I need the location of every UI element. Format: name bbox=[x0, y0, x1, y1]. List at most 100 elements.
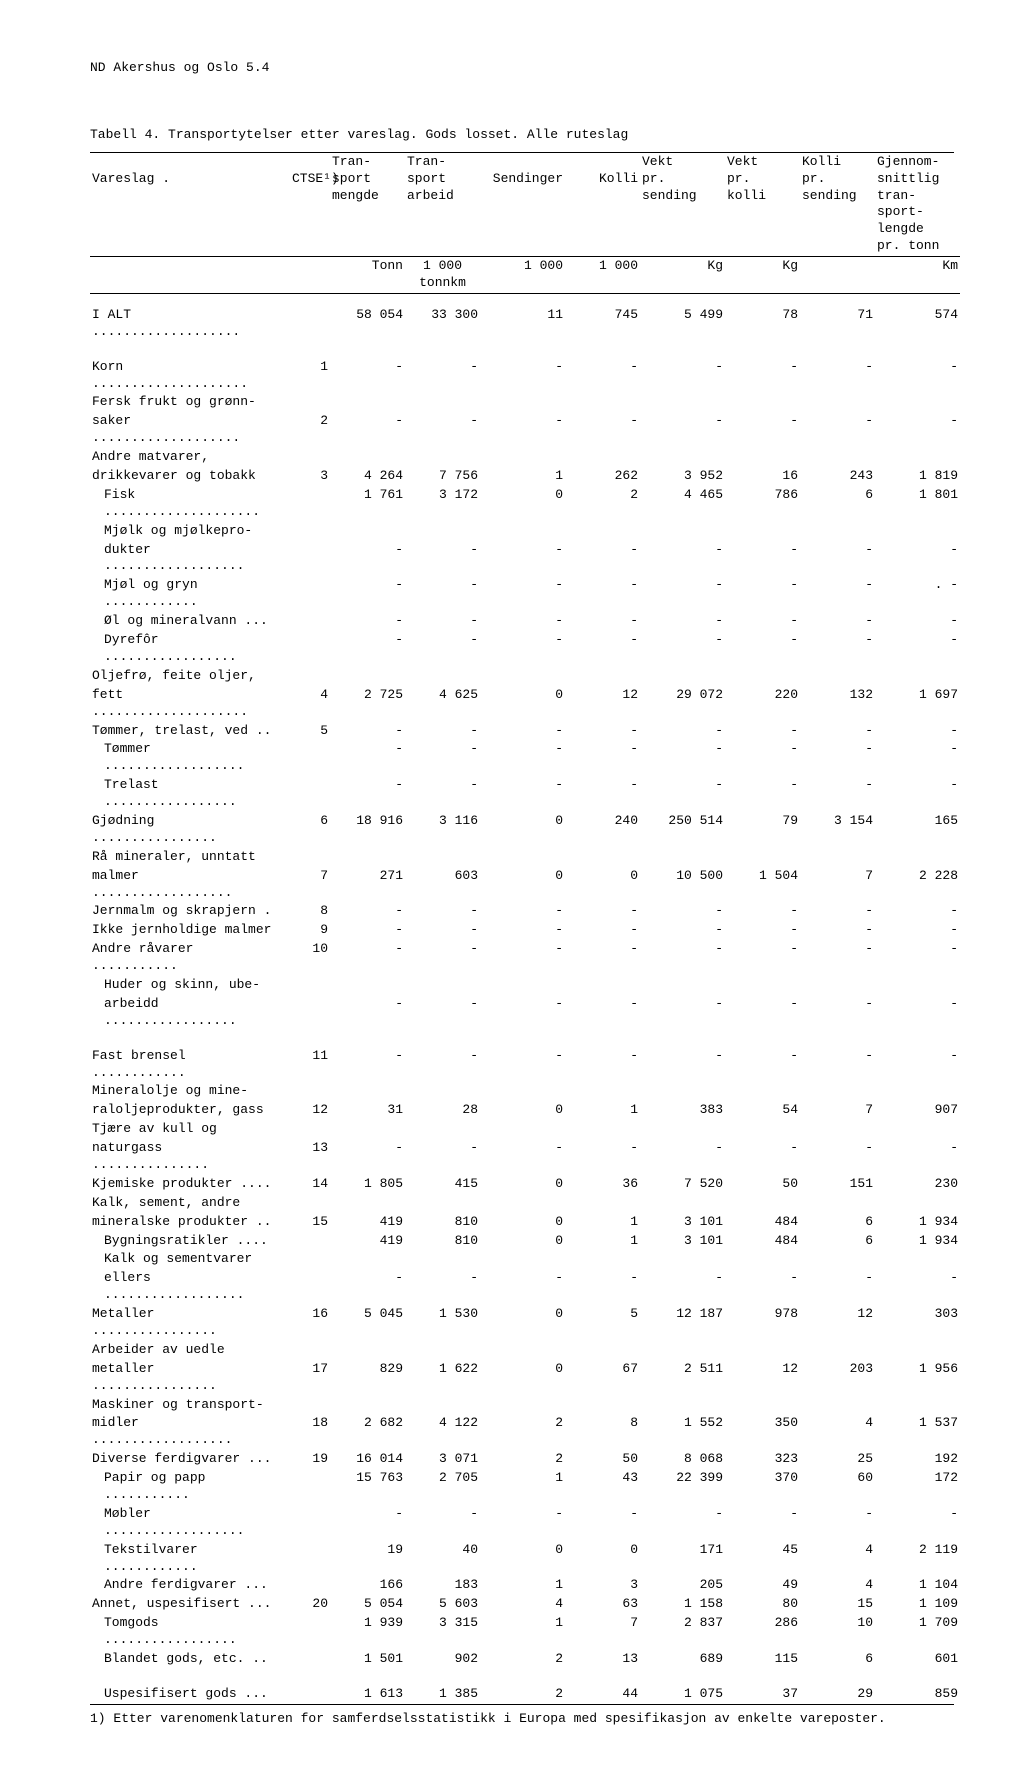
cell: - bbox=[480, 902, 565, 921]
cell: 8 bbox=[290, 902, 330, 921]
unit-blank bbox=[800, 257, 875, 293]
col-kolli-sending: Kollipr.sending bbox=[800, 153, 875, 256]
cell: 243 bbox=[800, 467, 875, 486]
cell: 6 bbox=[800, 486, 875, 522]
cell: 271 bbox=[330, 867, 405, 903]
cell: 44 bbox=[565, 1685, 640, 1704]
cell: 19 bbox=[330, 1541, 405, 1577]
cell: - bbox=[405, 995, 480, 1031]
cell: 115 bbox=[725, 1650, 800, 1669]
cell: 80 bbox=[725, 1595, 800, 1614]
cell bbox=[480, 1396, 565, 1415]
cell bbox=[290, 1250, 330, 1269]
cell: - bbox=[330, 1269, 405, 1305]
table-row: metaller ................178291 6220672 … bbox=[90, 1360, 960, 1396]
cell bbox=[290, 631, 330, 667]
col-transport-arbeid: Tran-sportarbeid bbox=[405, 153, 480, 256]
cell bbox=[875, 448, 960, 467]
cell: - bbox=[800, 940, 875, 976]
cell: - bbox=[480, 612, 565, 631]
cell: - bbox=[875, 1269, 960, 1305]
cell bbox=[640, 976, 725, 995]
cell bbox=[330, 667, 405, 686]
cell bbox=[290, 1614, 330, 1650]
cell bbox=[640, 1194, 725, 1213]
cell: 4 bbox=[800, 1576, 875, 1595]
table-row: naturgass ...............13-------- bbox=[90, 1139, 960, 1175]
cell bbox=[875, 1250, 960, 1269]
cell: - bbox=[405, 940, 480, 976]
cell: - bbox=[405, 541, 480, 577]
cell: - bbox=[875, 940, 960, 976]
cell: - bbox=[725, 358, 800, 394]
cell: - bbox=[480, 631, 565, 667]
cell: 1 bbox=[480, 467, 565, 486]
cell: - bbox=[480, 740, 565, 776]
cell: 2 bbox=[565, 486, 640, 522]
cell: - bbox=[330, 358, 405, 394]
table-row: Kalk, sement, andre bbox=[90, 1194, 960, 1213]
cell: - bbox=[640, 1505, 725, 1541]
cell bbox=[405, 393, 480, 412]
unit-1000b: 1 000 bbox=[565, 257, 640, 293]
cell: 0 bbox=[480, 1213, 565, 1232]
cell: 60 bbox=[800, 1469, 875, 1505]
cell: 6 bbox=[800, 1213, 875, 1232]
cell bbox=[565, 667, 640, 686]
cell bbox=[800, 393, 875, 412]
cell: - bbox=[800, 612, 875, 631]
cell: 20 bbox=[290, 1595, 330, 1614]
row-label: Øl og mineralvann ... bbox=[90, 612, 290, 631]
table-row: Tømmer, trelast, ved ..5-------- bbox=[90, 722, 960, 741]
cell: 31 bbox=[330, 1101, 405, 1120]
cell: - bbox=[330, 412, 405, 448]
cell: 7 bbox=[565, 1614, 640, 1650]
cell: 1 501 bbox=[330, 1650, 405, 1669]
cell bbox=[290, 448, 330, 467]
cell bbox=[290, 612, 330, 631]
row-label: Kjemiske produkter .... bbox=[90, 1175, 290, 1194]
cell: - bbox=[875, 776, 960, 812]
cell: 5 054 bbox=[330, 1595, 405, 1614]
cell bbox=[565, 448, 640, 467]
row-label: Dyrefôr ................. bbox=[90, 631, 290, 667]
cell bbox=[290, 1232, 330, 1251]
row-label: Oljefrø, feite oljer, bbox=[90, 667, 290, 686]
cell: 4 625 bbox=[405, 686, 480, 722]
cell bbox=[405, 1120, 480, 1139]
cell bbox=[290, 1541, 330, 1577]
row-label: Fisk .................... bbox=[90, 486, 290, 522]
cell: - bbox=[405, 612, 480, 631]
cell: 10 bbox=[800, 1614, 875, 1650]
cell bbox=[875, 1341, 960, 1360]
cell bbox=[405, 667, 480, 686]
col-sendinger: Sendinger bbox=[480, 153, 565, 256]
cell: 6 bbox=[290, 812, 330, 848]
cell bbox=[875, 848, 960, 867]
cell: 3 bbox=[565, 1576, 640, 1595]
cell: - bbox=[405, 740, 480, 776]
cell: - bbox=[480, 921, 565, 940]
cell: 4 465 bbox=[640, 486, 725, 522]
row-label: dukter .................. bbox=[90, 541, 290, 577]
cell: 689 bbox=[640, 1650, 725, 1669]
cell: - bbox=[800, 358, 875, 394]
cell: 902 bbox=[405, 1650, 480, 1669]
cell bbox=[480, 1341, 565, 1360]
cell bbox=[290, 393, 330, 412]
cell: 12 bbox=[565, 686, 640, 722]
cell: - bbox=[405, 1505, 480, 1541]
cell: 203 bbox=[800, 1360, 875, 1396]
cell: 1 bbox=[290, 358, 330, 394]
table-row: Fisk ....................1 7613 172024 4… bbox=[90, 486, 960, 522]
cell bbox=[330, 848, 405, 867]
table-row: Bygningsratikler ....419810013 10148461 … bbox=[90, 1232, 960, 1251]
cell: - bbox=[565, 541, 640, 577]
cell: . - bbox=[875, 576, 960, 612]
cell: 240 bbox=[565, 812, 640, 848]
table-row: Dyrefôr .................-------- bbox=[90, 631, 960, 667]
cell: - bbox=[565, 1505, 640, 1541]
cell: - bbox=[725, 995, 800, 1031]
table-row: Annet, uspesifisert ...205 0545 6034631 … bbox=[90, 1595, 960, 1614]
table-row: Maskiner og transport- bbox=[90, 1396, 960, 1415]
